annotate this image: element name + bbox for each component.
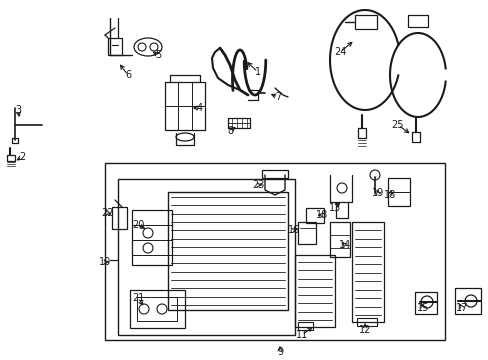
- Bar: [105, 163, 444, 340]
- Bar: [294, 255, 334, 327]
- Bar: [168, 192, 287, 310]
- Text: 22: 22: [102, 208, 114, 218]
- Text: 9: 9: [276, 347, 283, 357]
- Text: 12: 12: [358, 325, 370, 335]
- Bar: [354, 15, 376, 29]
- Bar: [351, 222, 383, 322]
- Text: 18: 18: [315, 210, 327, 220]
- Text: 8: 8: [226, 126, 233, 136]
- Bar: [414, 292, 436, 314]
- Text: 4: 4: [197, 103, 203, 113]
- Text: 20: 20: [132, 220, 144, 230]
- Bar: [137, 297, 177, 321]
- Text: 11: 11: [295, 330, 307, 340]
- Text: 25: 25: [391, 120, 404, 130]
- Text: 3: 3: [15, 105, 21, 115]
- Bar: [7, 155, 15, 161]
- Text: 23: 23: [251, 180, 264, 190]
- Text: 21: 21: [132, 293, 144, 303]
- Bar: [387, 178, 409, 206]
- Text: 19: 19: [371, 188, 384, 198]
- Bar: [356, 318, 376, 326]
- Bar: [454, 288, 480, 314]
- Text: 1: 1: [254, 67, 261, 77]
- Text: 14: 14: [338, 240, 350, 250]
- Text: 16: 16: [287, 225, 300, 235]
- Text: 24: 24: [333, 47, 346, 57]
- Text: 13: 13: [328, 203, 341, 213]
- Text: 6: 6: [124, 70, 131, 80]
- Bar: [297, 222, 315, 244]
- Text: 10: 10: [99, 257, 111, 267]
- Bar: [118, 179, 294, 335]
- Text: 18: 18: [383, 190, 395, 200]
- Bar: [407, 15, 427, 27]
- Text: 2: 2: [19, 152, 25, 162]
- Text: 7: 7: [274, 92, 281, 102]
- Bar: [132, 210, 172, 265]
- Text: 5: 5: [155, 50, 161, 60]
- Bar: [305, 208, 324, 223]
- Bar: [262, 170, 287, 178]
- Bar: [297, 322, 312, 330]
- Bar: [112, 207, 127, 229]
- Bar: [130, 290, 184, 328]
- Bar: [329, 222, 349, 257]
- Text: 15: 15: [416, 303, 428, 313]
- Text: 17: 17: [455, 303, 467, 313]
